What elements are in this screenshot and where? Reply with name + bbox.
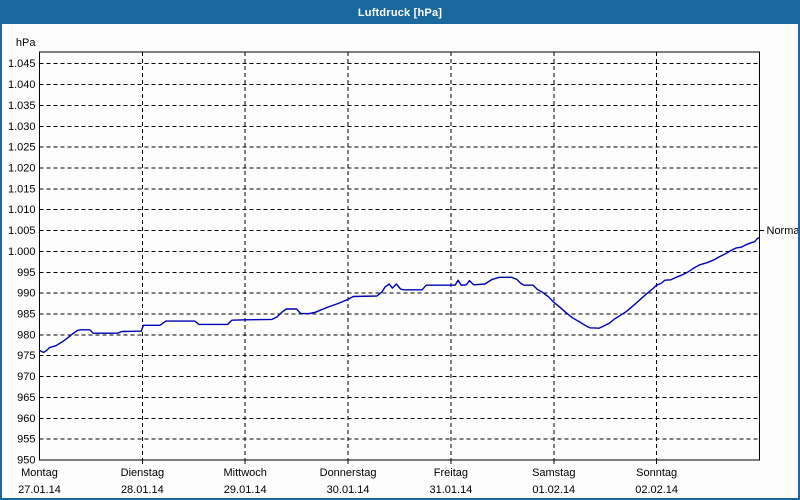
day-date-label: 30.01.14 — [327, 484, 370, 496]
day-name-label: Donnerstag — [320, 467, 377, 479]
y-tick-label: 970 — [17, 371, 35, 383]
y-tick-label: 1.040 — [8, 79, 36, 91]
window-title: Luftdruck [hPa] — [357, 7, 443, 19]
normal-marker: Normal — [759, 225, 799, 237]
y-tick-label: 1.005 — [8, 225, 36, 237]
y-tick-label: 965 — [17, 392, 35, 404]
day-date-label: 28.01.14 — [121, 484, 164, 496]
day-date-label: 02.02.14 — [635, 484, 678, 496]
day-name-label: Samstag — [532, 467, 575, 479]
y-tick-label: 985 — [17, 308, 35, 320]
y-tick-label: 1.045 — [8, 58, 36, 70]
day-name-label: Dienstag — [121, 467, 164, 479]
chart-area: 950 955 960 965 970 975 980 985 990 995 1.000 1.005… — [2, 24, 798, 498]
day-date-label: 27.01.14 — [18, 484, 61, 496]
y-tick-label: 1.000 — [8, 246, 36, 258]
y-tick-label: 1.035 — [8, 100, 36, 112]
pressure-series — [39, 236, 760, 354]
axes — [39, 51, 760, 464]
x-axis-labels: Montag 27.01.14 Dienstag 28.01.14 Mittwoch 29… — [18, 467, 678, 496]
day-name-label: Freitag — [434, 467, 468, 479]
y-tick-label: 950 — [17, 455, 35, 467]
y-axis-unit-label: hPa — [16, 37, 36, 49]
day-date-label: 29.01.14 — [224, 484, 267, 496]
y-tick-label: 1.020 — [8, 162, 36, 174]
y-tick-label: 975 — [17, 350, 35, 362]
y-tick-label: 1.010 — [8, 204, 36, 216]
day-name-label: Mittwoch — [224, 467, 267, 479]
window-titlebar: Luftdruck [hPa] — [2, 2, 798, 24]
y-tick-label: 1.030 — [8, 121, 36, 133]
day-date-label: 31.01.14 — [430, 484, 473, 496]
normal-annotation-label: Normal — [767, 225, 799, 237]
y-tick-label: 1.025 — [8, 142, 36, 154]
day-name-label: Sonntag — [636, 467, 677, 479]
day-name-label: Montag — [21, 467, 58, 479]
y-axis-labels: 950 955 960 965 970 975 980 985 990 995 1.000 1.005… — [8, 37, 36, 467]
gridlines — [39, 52, 760, 460]
y-tick-label: 960 — [17, 413, 35, 425]
pressure-line-chart: 950 955 960 965 970 975 980 985 990 995 1.000 1.005… — [8, 37, 799, 496]
day-date-label: 01.02.14 — [532, 484, 575, 496]
pressure-line — [39, 236, 760, 354]
y-tick-label: 995 — [17, 267, 35, 279]
y-tick-label: 980 — [17, 329, 35, 341]
y-tick-label: 955 — [17, 434, 35, 446]
y-tick-label: 990 — [17, 288, 35, 300]
y-tick-label: 1.015 — [8, 183, 36, 195]
